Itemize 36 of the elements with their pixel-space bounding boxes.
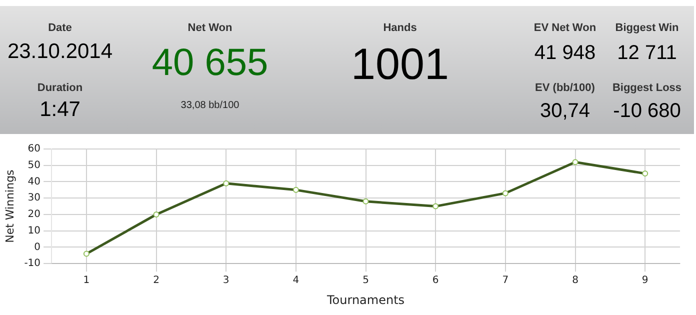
y-tick-label: 0	[34, 242, 41, 253]
text: 40 655	[150, 42, 270, 85]
x-tick-label: 5	[362, 275, 369, 286]
text: 23.10.2014	[6, 40, 114, 64]
text: Net Won	[186, 22, 234, 34]
text: Hands	[382, 22, 418, 34]
text: 1:47	[38, 98, 82, 122]
text: Biggest Win	[614, 22, 680, 34]
y-tick-label: 40	[28, 176, 41, 188]
y-tick-label: 20	[28, 209, 41, 220]
text: EV Net Won	[532, 22, 598, 34]
text: 1001	[350, 40, 450, 90]
text: 33,08 bb/100	[180, 100, 240, 111]
x-tick-label: 1	[83, 275, 90, 286]
x-tick-label: 7	[502, 275, 509, 286]
x-tick-label: 3	[222, 275, 230, 286]
y-tick-label: 60	[28, 144, 41, 155]
x-tick-label: 2	[153, 275, 160, 286]
x-axis-title: Tournaments	[326, 292, 405, 307]
text: 30,74	[538, 100, 592, 123]
text: 41 948	[533, 42, 597, 65]
x-tick-label: 6	[432, 275, 439, 286]
text: EV (bb/100)	[534, 82, 596, 94]
x-tick-label: 4	[292, 275, 300, 286]
text: -10 680	[612, 100, 682, 123]
text: Duration	[36, 82, 84, 94]
y-tick-label: 50	[28, 160, 41, 171]
text: Biggest Loss	[611, 82, 683, 94]
x-tick-label: 9	[642, 275, 648, 286]
y-tick-label: -10	[24, 258, 41, 270]
y-axis-title: Net Winnings	[3, 169, 16, 243]
y-tick-label: 30	[28, 192, 41, 204]
text: 12 711	[616, 42, 678, 65]
y-tick-label: 10	[28, 225, 41, 236]
text: Date	[47, 22, 73, 34]
x-tick-label: 8	[572, 275, 578, 286]
